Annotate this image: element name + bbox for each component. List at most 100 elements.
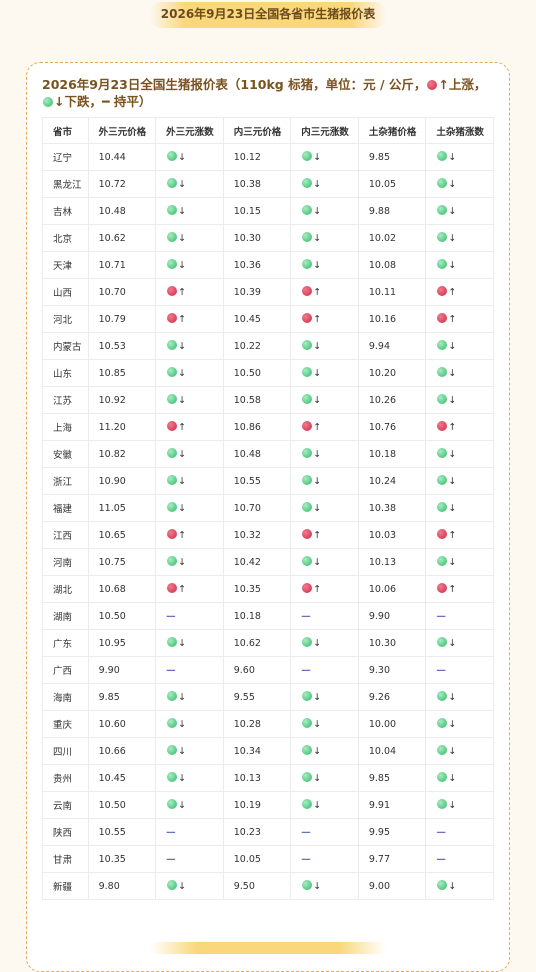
price: 9.60 — [222, 656, 292, 684]
trend-cell: ↓ — [290, 683, 359, 711]
trend-cell: ↓ — [425, 170, 494, 198]
trend-cell: ↓ — [425, 710, 494, 738]
trend-dot — [437, 448, 448, 458]
trend-arrow: ↓ — [313, 638, 322, 649]
trend-arrow: ↑ — [448, 314, 457, 325]
trend-arrow: ↓ — [178, 395, 187, 406]
legend-up: ↑上涨， — [438, 77, 487, 92]
trend-dot — [167, 448, 178, 458]
trend-cell: ↓ — [290, 494, 359, 522]
trend-cell: ↑ — [155, 413, 224, 441]
trend-cell: ↓ — [155, 170, 224, 198]
trend-dot — [302, 394, 313, 404]
trend-dot — [167, 529, 178, 539]
trend-dot — [437, 205, 448, 215]
trend-dot — [167, 637, 178, 647]
price: 10.86 — [222, 413, 292, 441]
trend-arrow: ↓ — [178, 638, 187, 649]
price: 10.13 — [222, 764, 292, 792]
trend-arrow: ↑ — [178, 422, 187, 433]
province: 黑龙江 — [42, 170, 89, 198]
price: 11.05 — [87, 494, 157, 522]
trend-cell: ↑ — [290, 521, 359, 549]
trend-flat: — — [301, 610, 311, 622]
trend-cell: ↓ — [425, 872, 494, 900]
trend-arrow: ↑ — [448, 422, 457, 433]
province: 河北 — [42, 305, 89, 333]
price: 10.19 — [222, 791, 292, 819]
trend-arrow: ↑ — [313, 287, 322, 298]
price: 10.70 — [87, 278, 157, 306]
trend-flat: — — [436, 664, 446, 676]
table-row: 内蒙古 10.53 ↓ 10.22 ↓ 9.94 ↓ — [42, 332, 494, 360]
trend-cell: ↓ — [425, 629, 494, 657]
trend-arrow: ↓ — [448, 476, 457, 487]
province: 上海 — [42, 413, 89, 441]
trend-cell: ↓ — [425, 737, 494, 765]
trend-arrow: ↓ — [313, 341, 322, 352]
table-row: 陕西 10.55 — 10.23 — 9.95 — — [42, 818, 494, 846]
price: 10.82 — [87, 440, 157, 468]
trend-arrow: ↓ — [178, 449, 187, 460]
trend-cell: ↓ — [155, 872, 224, 900]
table-row: 福建 11.05 ↓ 10.70 ↓ 10.38 ↓ — [42, 494, 494, 522]
trend-cell: ↑ — [155, 521, 224, 549]
page-title: 2026年9月23日全国各省市生猪报价表 — [160, 7, 376, 21]
province: 北京 — [42, 224, 89, 252]
trend-dot — [167, 718, 178, 728]
trend-cell: ↓ — [155, 359, 224, 387]
trend-arrow: ↑ — [178, 287, 187, 298]
trend-cell: ↓ — [290, 872, 359, 900]
trend-dot — [437, 880, 448, 890]
trend-dot — [167, 313, 178, 323]
trend-dot — [302, 178, 313, 188]
trend-dot — [167, 772, 178, 782]
trend-cell: ↑ — [155, 575, 224, 603]
trend-dot — [302, 448, 313, 458]
price: 10.28 — [222, 710, 292, 738]
trend-arrow: ↑ — [313, 422, 322, 433]
trend-arrow: ↓ — [178, 476, 187, 487]
table-row: 新疆 9.80 ↓ 9.50 ↓ 9.00 ↓ — [42, 872, 494, 900]
trend-cell: ↑ — [290, 575, 359, 603]
price: 10.62 — [87, 224, 157, 252]
price: 10.24 — [357, 467, 427, 495]
price: 10.70 — [222, 494, 292, 522]
table-row: 辽宁 10.44 ↓ 10.12 ↓ 9.85 ↓ — [42, 143, 494, 171]
price: 9.88 — [357, 197, 427, 225]
trend-arrow: ↓ — [448, 260, 457, 271]
province: 辽宁 — [42, 143, 89, 171]
price: 10.66 — [87, 737, 157, 765]
price: 10.58 — [222, 386, 292, 414]
trend-flat: — — [436, 826, 446, 838]
trend-arrow: ↓ — [448, 206, 457, 217]
trend-arrow: ↓ — [313, 800, 322, 811]
province: 四川 — [42, 737, 89, 765]
province: 吉林 — [42, 197, 89, 225]
table-row: 安徽 10.82 ↓ 10.48 ↓ 10.18 ↓ — [42, 440, 494, 468]
trend-dot — [302, 475, 313, 485]
price: 10.05 — [222, 845, 292, 873]
price: 10.72 — [87, 170, 157, 198]
trend-arrow: ↓ — [448, 368, 457, 379]
table-row: 广东 10.95 ↓ 10.62 ↓ 10.30 ↓ — [42, 629, 494, 657]
province: 安徽 — [42, 440, 89, 468]
trend-dot — [437, 475, 448, 485]
trend-cell: ↑ — [425, 521, 494, 549]
table-row: 四川 10.66 ↓ 10.34 ↓ 10.04 ↓ — [42, 737, 494, 765]
trend-dot — [302, 151, 313, 161]
trend-dot — [167, 421, 178, 431]
trend-dot — [167, 502, 178, 512]
trend-arrow: ↓ — [178, 881, 187, 892]
trend-dot — [437, 799, 448, 809]
province: 甘肃 — [42, 845, 89, 873]
trend-arrow: ↑ — [448, 287, 457, 298]
table-row: 河南 10.75 ↓ 10.42 ↓ 10.13 ↓ — [42, 548, 494, 576]
trend-cell: ↓ — [425, 359, 494, 387]
trend-dot — [167, 232, 178, 242]
trend-arrow: ↓ — [178, 503, 187, 514]
trend-dot — [302, 259, 313, 269]
trend-arrow: ↓ — [448, 638, 457, 649]
province: 山东 — [42, 359, 89, 387]
